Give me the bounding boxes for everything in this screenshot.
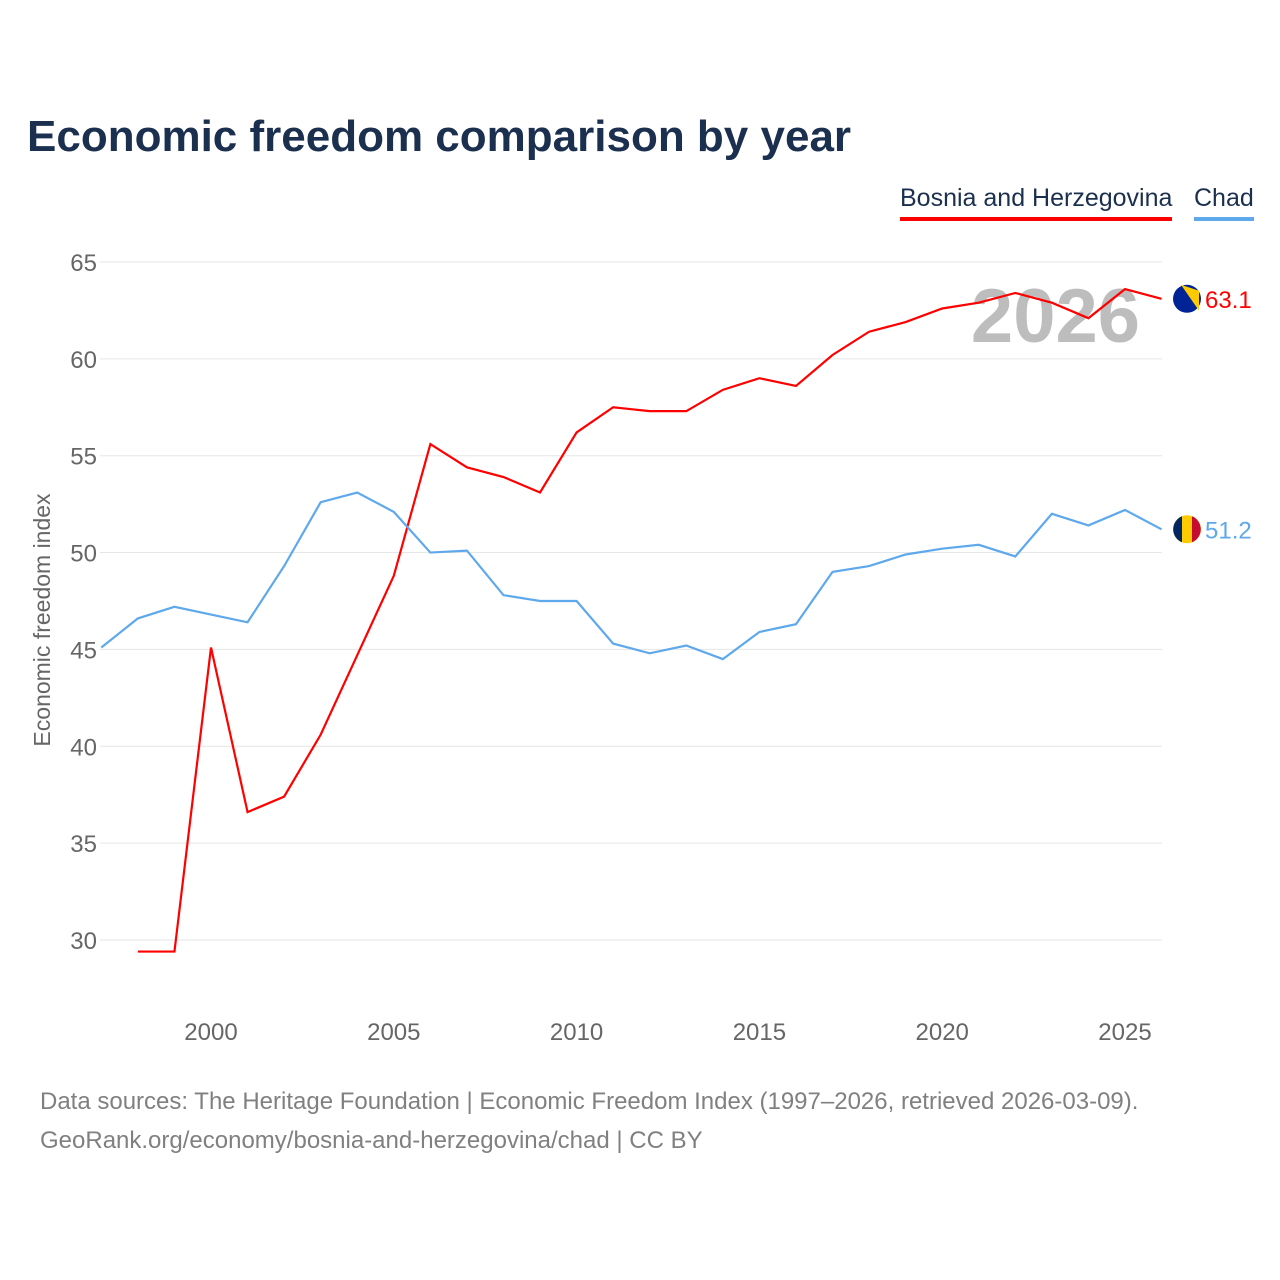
chad-flag-blue (1173, 516, 1182, 543)
legend-chad[interactable]: Chad (1194, 184, 1254, 221)
y-axis-label: Economic freedom index (29, 493, 55, 747)
chad-flag-red (1192, 516, 1201, 543)
legend-bosnia[interactable]: Bosnia and Herzegovina (900, 184, 1173, 221)
y-tick-label: 30 (70, 928, 97, 955)
series-line-bosnia (137, 287, 1162, 953)
x-tick-label: 2015 (733, 1019, 786, 1046)
x-tick-label: 2005 (367, 1019, 420, 1046)
footer-url[interactable]: GeoRank.org/economy/bosnia-and-herzegovi… (40, 1127, 703, 1154)
y-tick-label: 50 (70, 541, 97, 568)
end-value-label: 63.1 (1205, 287, 1252, 314)
y-tick-label: 55 (70, 444, 97, 471)
y-tick-label: 60 (70, 347, 97, 374)
chart-title: Economic freedom comparison by year (27, 112, 852, 161)
y-tick-label: 45 (70, 637, 97, 664)
x-tick-label: 2025 (1098, 1019, 1151, 1046)
end-value-label: 51.2 (1205, 517, 1252, 544)
x-tick-label: 2010 (550, 1019, 603, 1046)
footer-sources: Data sources: The Heritage Foundation | … (40, 1088, 1139, 1115)
bosnia-flag-triangle (1181, 284, 1199, 311)
y-tick-label: 65 (70, 250, 97, 277)
series-line-chad (100, 491, 1163, 661)
x-tick-label: 2020 (916, 1019, 969, 1046)
x-tick-label: 2000 (184, 1019, 237, 1046)
y-tick-label: 40 (70, 734, 97, 761)
year-watermark: 2026 (971, 274, 1140, 359)
y-tick-label: 35 (70, 831, 97, 858)
